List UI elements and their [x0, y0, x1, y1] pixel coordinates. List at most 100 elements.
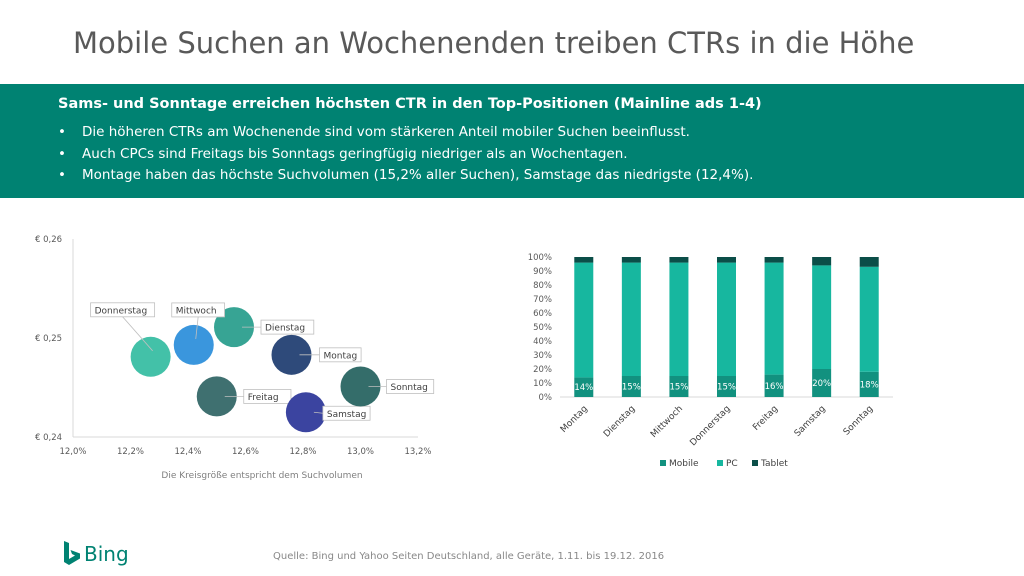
y-tick-label: 20%	[533, 365, 552, 375]
bar-mobile	[717, 376, 736, 397]
bar-pc	[574, 262, 594, 378]
bullet-list: • Die höheren CTRs am Wochenende sind vom…	[58, 122, 753, 187]
bar-tablet	[669, 257, 689, 263]
bar-mobile	[574, 377, 594, 397]
bubble-label-box	[260, 319, 315, 335]
bubble-samstag	[285, 392, 326, 433]
bullet-item: • Montage haben das höchste Suchvolumen (…	[58, 167, 754, 183]
bubble-label-box	[319, 347, 362, 363]
bubble-freitag	[196, 376, 237, 417]
y-tick-label: € 0,25	[35, 334, 62, 344]
bubble-label: Dienstag	[265, 324, 305, 334]
bubble-size-note: Die Kreisgröße entspricht dem Suchvolume…	[161, 471, 362, 481]
bing-logo-text: Bing	[84, 542, 129, 566]
y-tick-label: 10%	[533, 379, 552, 389]
bubble-label-box	[386, 379, 435, 394]
bubble-donnerstag	[130, 336, 171, 377]
bar-mobile	[621, 376, 641, 397]
bubble-label-box	[322, 405, 371, 421]
bubble-sonntag	[340, 366, 381, 407]
y-tick-label: 0%	[539, 393, 553, 403]
x-tick-label: 12,6%	[232, 447, 259, 457]
page-title: Mobile Suchen an Wochenenden treiben CTR…	[73, 26, 915, 60]
bar-tablet	[574, 257, 594, 263]
bubble-montag	[271, 334, 312, 375]
bar-data-label: 15%	[622, 383, 641, 393]
x-tick-label: 12,8%	[289, 447, 316, 457]
x-tick-label: 12,0%	[59, 447, 86, 457]
bar-data-label: 15%	[669, 383, 688, 393]
x-tick-label: Samstag	[793, 404, 828, 439]
x-tick-label: Montag	[559, 404, 590, 435]
y-tick-label: 40%	[533, 337, 552, 347]
bubble-chart: € 0,24 € 0,25 € 0,26 12,0% 12,2% 12,4% 12,6% 12…	[35, 235, 435, 481]
bubble-label: Montag	[324, 351, 358, 361]
bar-mobile	[812, 369, 832, 397]
bar-data-label: 18%	[860, 380, 879, 390]
bubble-label: Mittwoch	[176, 306, 217, 316]
legend-label: Mobile	[669, 459, 699, 469]
bing-logo: Bing	[62, 538, 129, 570]
bubble-label: Sonntag	[391, 383, 428, 393]
bar-data-label: 16%	[765, 382, 784, 392]
bullet-item: • Die höheren CTRs am Wochenende sind vom…	[58, 124, 690, 140]
legend-label: Tablet	[760, 459, 788, 469]
x-tick-label: Freitag	[751, 404, 780, 433]
banner-heading: Sams- und Sonntage erreichen höchsten CT…	[58, 96, 762, 112]
y-tick-label: 100%	[528, 253, 552, 263]
bing-b-icon	[64, 541, 80, 565]
bar-tablet	[621, 257, 641, 263]
bubble-label-box	[171, 302, 225, 318]
x-tick-label: Sonntag	[842, 404, 876, 438]
legend-swatch	[660, 460, 666, 466]
bar-pc	[621, 262, 641, 376]
y-tick-label: € 0,26	[35, 235, 62, 245]
bubble-leader-line	[122, 316, 153, 352]
bar-pc	[669, 262, 689, 376]
bubble-label-box	[243, 389, 292, 404]
bar-pc	[764, 262, 784, 375]
bar-mobile	[669, 376, 689, 397]
legend-swatch	[752, 460, 758, 466]
bullet-text: Auch CPCs sind Freitags bis Sonntags ger…	[82, 145, 628, 162]
bar-mobile	[859, 371, 879, 397]
bubble-leader-line	[195, 316, 199, 339]
legend-swatch	[717, 460, 723, 466]
summary-banner: Sams- und Sonntage erreichen höchsten CT…	[0, 84, 1024, 198]
bar-tablet	[812, 257, 832, 266]
x-tick-label: Dienstag	[602, 404, 637, 439]
legend-label: PC	[726, 459, 738, 469]
bubble-label: Freitag	[248, 393, 279, 403]
source-note: Quelle: Bing und Yahoo Seiten Deutschlan…	[273, 551, 665, 562]
bullet-text: Die höheren CTRs am Wochenende sind vom …	[82, 124, 690, 140]
bubble-label: Donnerstag	[95, 306, 148, 316]
bar-mobile	[764, 374, 784, 397]
bar-tablet	[717, 257, 736, 263]
bar-data-label: 14%	[574, 383, 593, 393]
x-tick-label: 12,2%	[117, 447, 144, 457]
y-tick-label: 70%	[533, 295, 552, 305]
y-tick-label: € 0,24	[35, 433, 62, 443]
stacked-bar-chart: 0% 10% 20% 30% 40% 50% 60% 70% 80% 90% 100% 14% Mont…	[528, 253, 893, 469]
bar-tablet	[859, 257, 879, 267]
x-tick-label: Donnerstag	[688, 404, 732, 448]
bullet-item: • Auch CPCs sind Freitags bis Sonntags ge…	[58, 145, 628, 162]
bullet-text: Montage haben das höchste Suchvolumen (1…	[82, 167, 754, 183]
bubble-label: Samstag	[327, 410, 366, 420]
bar-data-label: 20%	[812, 379, 831, 389]
y-tick-label: 60%	[533, 309, 552, 319]
x-tick-label: Mittwoch	[649, 404, 685, 440]
y-tick-label: 80%	[533, 281, 552, 291]
bar-pc	[812, 265, 832, 369]
x-tick-label: 13,0%	[347, 447, 374, 457]
bar-pc	[717, 262, 736, 376]
x-tick-label: 13,2%	[404, 447, 431, 457]
y-tick-label: 30%	[533, 351, 552, 361]
bar-data-label: 15%	[717, 383, 736, 393]
bar-tablet	[764, 257, 784, 263]
bubble-label-box	[90, 302, 156, 318]
y-tick-label: 90%	[533, 267, 552, 277]
y-tick-label: 50%	[533, 323, 552, 333]
x-tick-label: 12,4%	[174, 447, 201, 457]
bubble-mittwoch	[173, 324, 214, 365]
